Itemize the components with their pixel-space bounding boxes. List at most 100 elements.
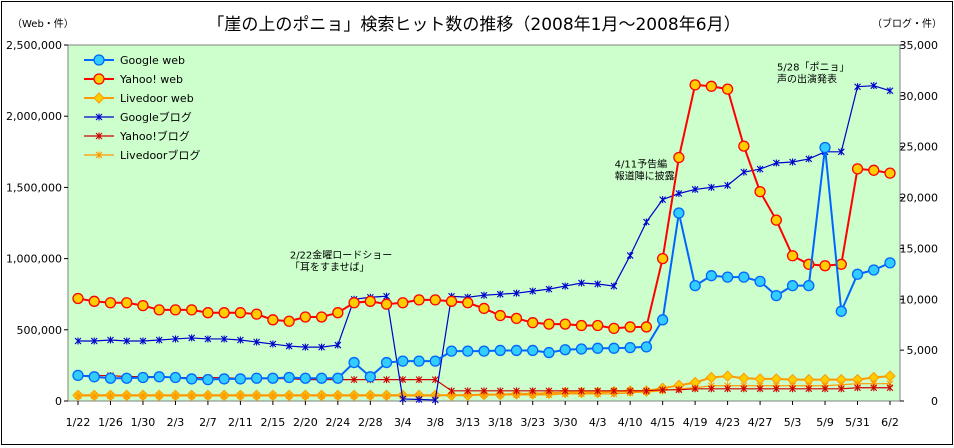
data-point — [756, 165, 764, 173]
x-axis-tick-label: 5/9 — [816, 416, 834, 429]
right-axis-tick-label: 0 — [931, 395, 938, 408]
data-point — [334, 392, 342, 400]
x-axis-tick-label: 2/11 — [228, 416, 253, 429]
data-point — [234, 307, 247, 319]
data-point — [592, 342, 604, 354]
data-point — [496, 290, 504, 298]
data-point — [626, 387, 634, 395]
data-point — [139, 392, 147, 400]
data-point — [464, 387, 472, 395]
right-axis-label: （ブログ・件） — [872, 17, 942, 30]
annotation-label: 「耳をすませば」 — [290, 262, 370, 274]
data-point — [237, 392, 244, 400]
data-point — [819, 141, 831, 154]
data-point — [608, 322, 620, 335]
data-point — [543, 318, 555, 330]
data-point — [269, 392, 277, 400]
data-point — [545, 285, 553, 293]
data-point — [561, 282, 569, 290]
data-point — [610, 282, 618, 290]
data-point — [202, 373, 214, 386]
legend-marker — [93, 54, 105, 66]
left-axis-tick-label: 2,000,000 — [6, 110, 62, 123]
right-axis-tick-label: 5,000 — [907, 344, 939, 357]
x-axis-tick-label: 3/8 — [426, 416, 444, 429]
data-point — [72, 292, 84, 305]
data-point — [510, 312, 523, 325]
data-point — [561, 387, 569, 395]
data-point — [543, 346, 555, 359]
data-point — [480, 291, 488, 299]
data-point — [513, 387, 520, 395]
data-point — [659, 196, 667, 204]
data-point — [267, 314, 279, 326]
data-point — [559, 318, 571, 330]
data-point — [380, 298, 393, 310]
data-point — [334, 341, 342, 349]
data-point — [754, 275, 766, 288]
data-point — [772, 159, 780, 167]
x-axis-tick-label: 2/7 — [199, 416, 217, 429]
x-axis-tick-label: 3/23 — [520, 416, 545, 429]
data-point — [188, 392, 196, 400]
data-point — [104, 372, 117, 384]
legend-label: Yahoo!ブログ — [119, 129, 190, 143]
data-point — [803, 280, 815, 292]
data-point — [559, 344, 571, 356]
data-point — [462, 297, 474, 309]
data-point — [121, 372, 133, 384]
data-point — [805, 385, 813, 393]
data-point — [169, 371, 182, 384]
legend-label: Google web — [120, 54, 185, 67]
x-axis-tick-label: 3/30 — [553, 416, 578, 429]
data-point — [448, 387, 455, 395]
left-axis-tick-label: 500,000 — [17, 324, 63, 337]
data-point — [624, 341, 636, 354]
data-point — [462, 345, 474, 357]
data-point — [837, 148, 845, 156]
data-point — [510, 344, 523, 357]
data-point — [738, 140, 750, 152]
x-axis-tick-label: 2/3 — [167, 416, 185, 429]
series-1 — [72, 79, 896, 335]
data-point — [640, 341, 653, 353]
data-point — [318, 343, 325, 351]
data-point — [253, 392, 261, 400]
x-axis-tick-label: 3/13 — [455, 416, 480, 429]
data-point — [139, 337, 147, 345]
data-point — [413, 355, 425, 367]
data-point — [399, 395, 407, 403]
data-point — [285, 342, 293, 350]
data-point — [318, 392, 325, 400]
data-point — [348, 356, 360, 369]
data-point — [689, 280, 701, 292]
data-point — [204, 392, 212, 400]
data-point — [675, 386, 683, 394]
data-point — [366, 392, 374, 400]
data-point — [527, 317, 539, 329]
legend-marker — [95, 151, 103, 159]
data-point — [107, 336, 114, 344]
x-axis-tick-label: 2/20 — [293, 416, 318, 429]
legend: Google web Yahoo! web Livedoor web Googleブロ… — [84, 54, 200, 162]
data-point — [673, 151, 685, 164]
data-point — [805, 155, 813, 163]
data-point — [770, 214, 782, 226]
data-point — [415, 376, 423, 384]
data-point — [350, 392, 358, 400]
data-point — [494, 309, 506, 322]
data-point — [643, 218, 650, 226]
data-point — [740, 385, 748, 393]
data-point — [301, 343, 309, 351]
data-point — [608, 342, 620, 354]
legend-marker — [95, 113, 103, 121]
data-point — [835, 305, 847, 317]
data-point — [121, 297, 133, 309]
data-point — [88, 371, 100, 383]
data-point — [350, 376, 358, 384]
legend-marker — [93, 73, 105, 85]
data-point — [429, 294, 441, 306]
data-point — [107, 392, 114, 400]
